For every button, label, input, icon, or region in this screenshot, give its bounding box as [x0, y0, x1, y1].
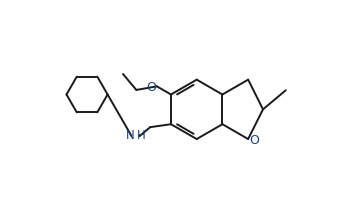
- Text: N: N: [126, 129, 134, 142]
- Text: H: H: [137, 129, 146, 142]
- Text: O: O: [249, 133, 259, 146]
- Text: O: O: [146, 81, 156, 93]
